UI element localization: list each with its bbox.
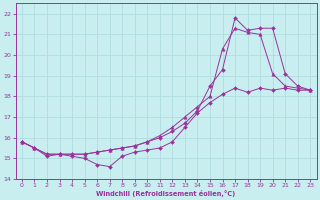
X-axis label: Windchill (Refroidissement éolien,°C): Windchill (Refroidissement éolien,°C)	[96, 190, 236, 197]
